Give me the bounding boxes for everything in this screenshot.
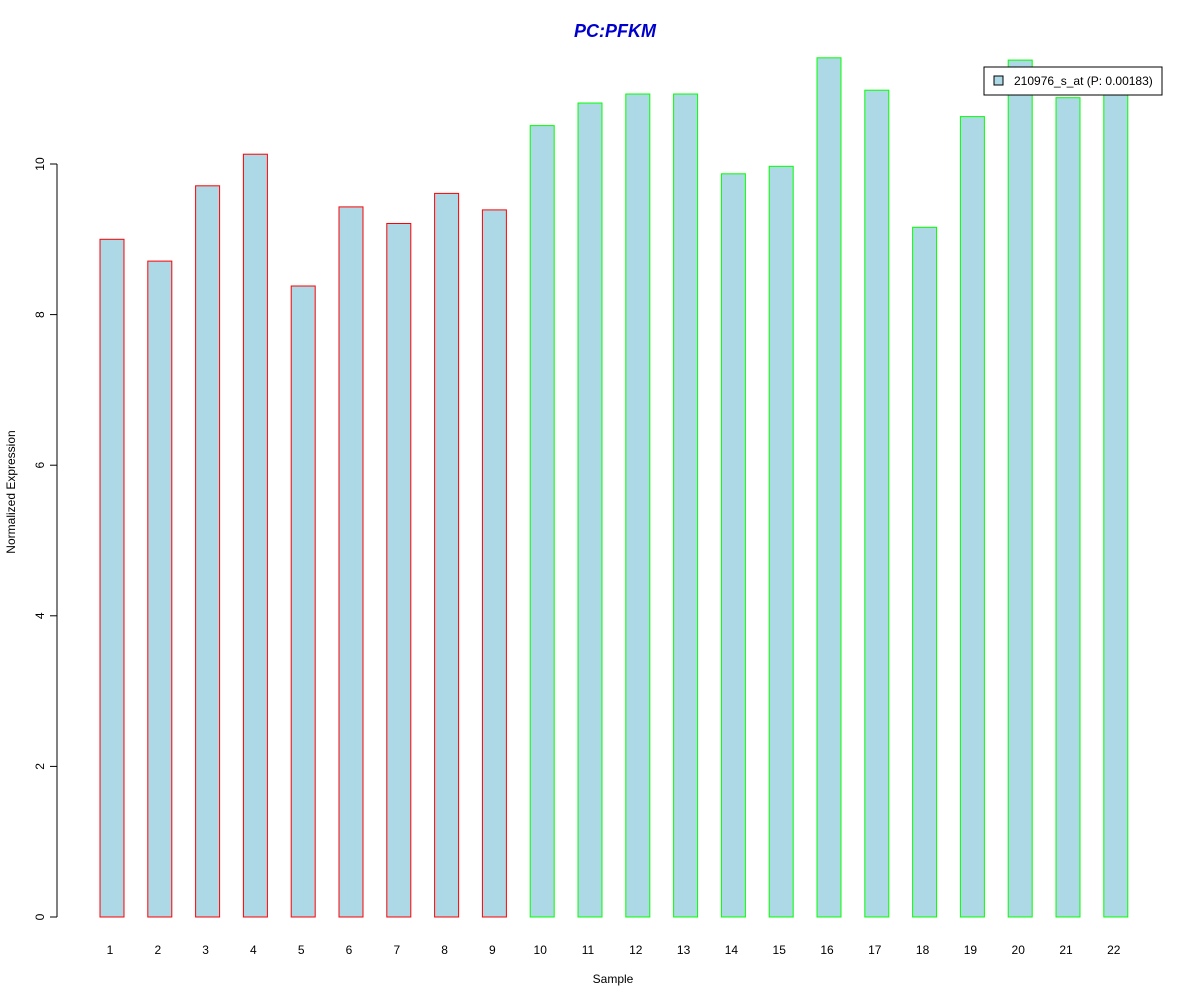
x-tick-label: 7	[393, 943, 400, 957]
x-tick-label: 18	[916, 943, 930, 957]
bar-sample-1	[99, 238, 125, 918]
x-tick-label: 4	[250, 943, 257, 957]
x-tick-label: 12	[629, 943, 643, 957]
chart-title: PC:PFKM	[574, 21, 657, 41]
bar-sample-20	[1007, 59, 1033, 918]
bar-sample-22	[1103, 82, 1129, 918]
x-axis-label: Sample	[593, 972, 634, 986]
x-tick-label: 1	[107, 943, 114, 957]
bar-sample-12	[625, 93, 651, 918]
x-tick-label: 5	[298, 943, 305, 957]
y-axis: 0 2 4 6 8 10	[33, 157, 58, 920]
bar-sample-14	[720, 173, 746, 918]
legend-box	[983, 66, 1163, 96]
x-tick-label: 19	[964, 943, 978, 957]
bar-sample-9	[481, 209, 507, 918]
bar-sample-6	[338, 206, 364, 918]
x-tick-label: 6	[346, 943, 353, 957]
x-tick-label: 10	[534, 943, 548, 957]
y-tick-label: 2	[33, 763, 47, 770]
y-tick-label: 10	[33, 157, 47, 171]
x-tick-label: 21	[1059, 943, 1073, 957]
y-axis-label: Normalized Expression	[4, 430, 18, 553]
x-tick-label: 16	[820, 943, 834, 957]
x-tick-label: 17	[868, 943, 882, 957]
x-tick-labels: 1 2 3 4 5 6 7 8 9 10 11 12 13 14 15 16 17 18 19 20 21 22	[107, 943, 1121, 957]
bar-sample-21	[1055, 97, 1081, 918]
legend-swatch	[993, 75, 1004, 86]
bars-group	[99, 57, 1129, 918]
bar-sample-8	[434, 192, 460, 918]
x-tick-label: 3	[202, 943, 209, 957]
y-tick-label: 0	[33, 913, 47, 920]
bar-sample-3	[195, 185, 221, 918]
y-tick-label: 4	[33, 612, 47, 619]
bar-sample-19	[959, 116, 985, 918]
y-tick-label: 6	[33, 462, 47, 469]
bar-sample-5	[290, 285, 316, 918]
x-tick-label: 14	[725, 943, 739, 957]
x-tick-label: 13	[677, 943, 691, 957]
bar-sample-13	[673, 93, 699, 918]
x-tick-label: 15	[773, 943, 787, 957]
bar-sample-7	[386, 223, 412, 918]
x-tick-label: 11	[582, 943, 595, 957]
x-tick-label: 2	[154, 943, 161, 957]
bar-sample-10	[529, 125, 555, 918]
x-tick-label: 20	[1012, 943, 1026, 957]
x-tick-label: 22	[1107, 943, 1121, 957]
bar-sample-11	[577, 102, 603, 918]
x-tick-label: 9	[489, 943, 496, 957]
x-tick-label: 8	[441, 943, 448, 957]
y-tick-label: 8	[33, 311, 47, 318]
bar-sample-15	[768, 165, 794, 918]
legend: 210976_s_at (P: 0.00183)	[983, 66, 1163, 96]
legend-label: 210976_s_at (P: 0.00183)	[1014, 74, 1153, 88]
bar-sample-4	[242, 153, 268, 918]
bar-sample-17	[864, 89, 890, 918]
bar-sample-2	[147, 260, 173, 918]
bar-sample-16	[816, 57, 842, 918]
bar-sample-18	[912, 226, 938, 918]
